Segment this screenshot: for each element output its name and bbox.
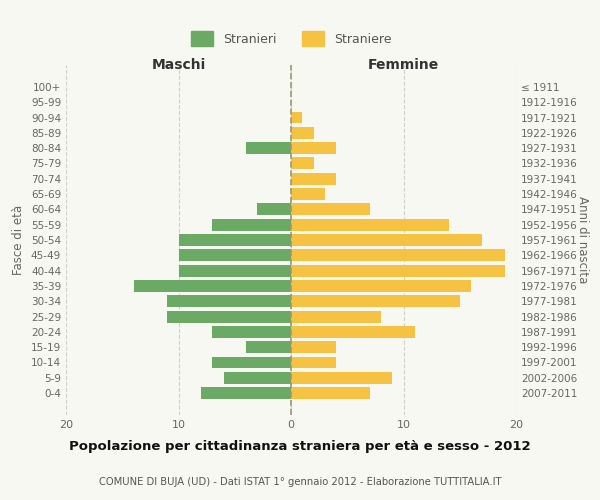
Bar [201,387,291,399]
Bar [291,264,505,276]
Bar [291,234,482,246]
Bar [291,310,381,322]
Bar [291,326,415,338]
Bar [257,204,291,216]
Y-axis label: Fasce di età: Fasce di età [13,205,25,275]
Bar [291,356,336,368]
Bar [291,250,505,262]
Text: Maschi: Maschi [151,58,206,72]
Text: Femmine: Femmine [368,58,439,72]
Bar [291,142,336,154]
Bar [291,188,325,200]
Bar [291,158,314,170]
Y-axis label: Anni di nascita: Anni di nascita [576,196,589,284]
Bar [223,372,291,384]
Bar [167,296,291,307]
Bar [291,112,302,124]
Bar [291,204,370,216]
Bar [212,356,291,368]
Bar [291,280,471,292]
Bar [291,296,460,307]
Bar [179,234,291,246]
Bar [133,280,291,292]
Text: Popolazione per cittadinanza straniera per età e sesso - 2012: Popolazione per cittadinanza straniera p… [69,440,531,453]
Text: COMUNE DI BUJA (UD) - Dati ISTAT 1° gennaio 2012 - Elaborazione TUTTITALIA.IT: COMUNE DI BUJA (UD) - Dati ISTAT 1° genn… [99,477,501,487]
Bar [291,387,370,399]
Bar [291,372,392,384]
Bar [212,218,291,230]
Bar [291,127,314,139]
Bar [212,326,291,338]
Bar [179,250,291,262]
Bar [291,218,449,230]
Bar [246,341,291,353]
Bar [291,173,336,184]
Bar [179,264,291,276]
Bar [167,310,291,322]
Bar [291,341,336,353]
Bar [246,142,291,154]
Legend: Stranieri, Straniere: Stranieri, Straniere [185,26,397,51]
